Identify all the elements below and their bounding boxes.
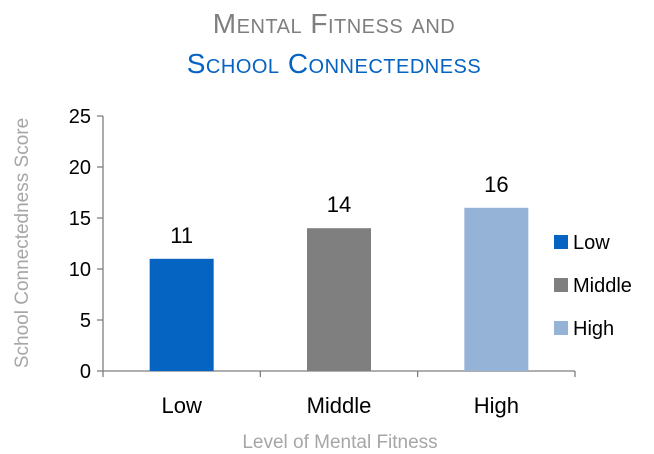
data-label: 16 — [484, 172, 508, 197]
y-tick-label: 0 — [80, 361, 91, 383]
legend-swatch-middle — [554, 278, 568, 292]
data-label: 14 — [327, 192, 351, 217]
y-tick-label: 25 — [69, 106, 91, 128]
y-tick-label: 5 — [80, 310, 91, 332]
legend-label: High — [573, 318, 614, 340]
chart-title-line2: School Connectedness — [187, 48, 482, 79]
y-tick-label: 15 — [69, 208, 91, 230]
data-label: 11 — [170, 223, 193, 248]
x-axis-title: Level of Mental Fitness — [242, 432, 437, 453]
bar-high — [464, 207, 529, 371]
y-tick-label: 10 — [69, 259, 91, 281]
x-tick-label: Low — [161, 393, 201, 418]
legend-swatch-low — [554, 235, 568, 249]
y-axis-title: School Connectedness Score — [12, 118, 33, 368]
x-tick-label: Middle — [307, 393, 372, 418]
y-tick-label: 20 — [69, 157, 91, 179]
axes: 0 5 10 15 20 25 Low Middle High — [69, 106, 576, 418]
legend-swatch-high — [554, 321, 568, 335]
x-tick-label: High — [474, 393, 519, 418]
bar-low — [149, 258, 214, 371]
legend: Low Middle High — [554, 232, 632, 340]
bars: 11 14 16 — [149, 172, 529, 371]
bar-middle — [307, 228, 371, 371]
legend-label: Middle — [573, 275, 632, 297]
legend-label: Low — [573, 232, 610, 254]
chart-title-line1: Mental Fitness and — [213, 8, 455, 39]
